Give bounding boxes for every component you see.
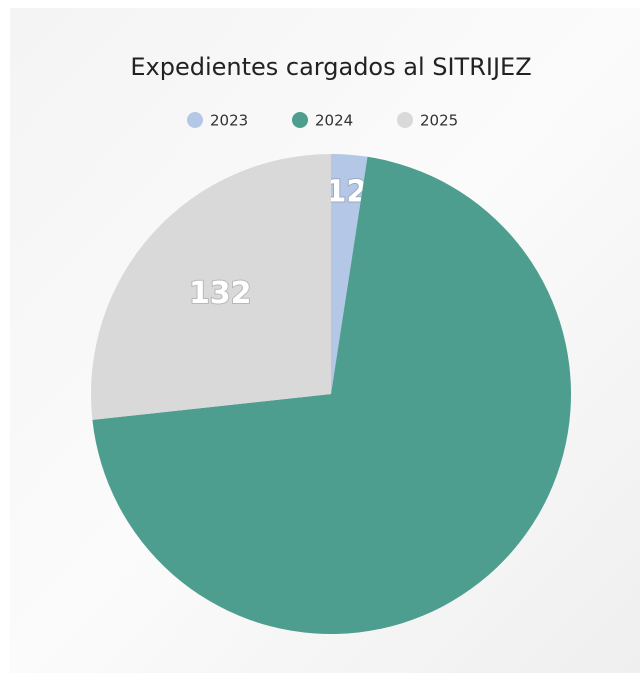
chart-title: Expedientes cargados al SITRIJEZ [130,53,531,81]
data-label: 132 [189,276,252,311]
legend-label: 2025 [420,112,458,130]
pie-slice [331,154,368,394]
legend-label: 2023 [210,112,248,130]
pie-slice [92,156,571,635]
legend-swatch [292,112,308,128]
legend-swatch [397,112,413,128]
pie-slice [91,154,331,420]
legend-label: 2024 [315,112,353,130]
legend-swatch [187,112,203,128]
